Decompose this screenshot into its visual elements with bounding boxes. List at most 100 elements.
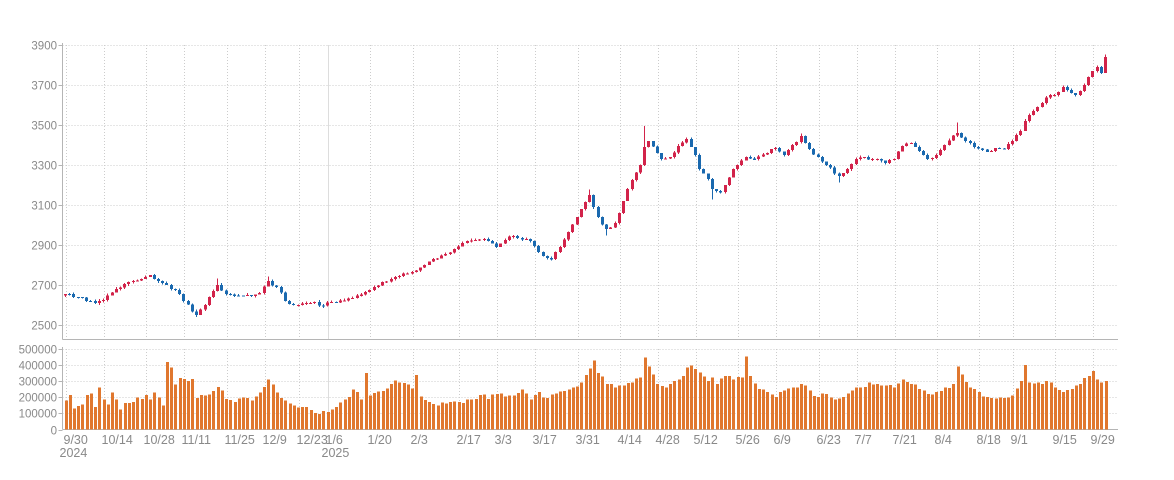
candle-up[interactable]: [559, 247, 563, 253]
volume-bar[interactable]: [513, 395, 516, 430]
candle-down[interactable]: [1074, 93, 1078, 95]
volume-bar[interactable]: [217, 386, 220, 430]
candle-up[interactable]: [398, 275, 402, 278]
volume-bar[interactable]: [136, 397, 139, 430]
volume-bar[interactable]: [246, 397, 249, 430]
candle-down[interactable]: [161, 281, 165, 283]
volume-bar[interactable]: [961, 374, 964, 430]
volume-bar[interactable]: [221, 390, 224, 430]
volume-bar[interactable]: [200, 394, 203, 430]
volume-bar[interactable]: [272, 384, 275, 430]
candle-down[interactable]: [833, 167, 837, 174]
candle-up[interactable]: [724, 185, 728, 192]
candle-up[interactable]: [1053, 94, 1057, 97]
volume-bar[interactable]: [445, 403, 448, 430]
volume-bar[interactable]: [957, 366, 960, 430]
volume-bar[interactable]: [969, 387, 972, 430]
volume-bar[interactable]: [935, 392, 938, 430]
volume-bar[interactable]: [322, 411, 325, 430]
volume-bar[interactable]: [115, 399, 118, 430]
volume-bar[interactable]: [551, 394, 554, 430]
candle-up[interactable]: [842, 173, 846, 176]
volume-bar[interactable]: [682, 376, 685, 430]
candle-up[interactable]: [347, 298, 351, 301]
volume-bar[interactable]: [394, 380, 397, 430]
candle-down[interactable]: [529, 239, 533, 242]
volume-bar[interactable]: [382, 390, 385, 430]
volume-bar[interactable]: [576, 386, 579, 430]
volume-bar[interactable]: [1092, 371, 1095, 430]
candle-up[interactable]: [1019, 131, 1023, 136]
volume-bar[interactable]: [864, 387, 867, 430]
volume-bar[interactable]: [377, 391, 380, 430]
candle-up[interactable]: [457, 246, 461, 249]
candle-up[interactable]: [736, 164, 740, 169]
volume-bar[interactable]: [754, 383, 757, 430]
candle-down[interactable]: [322, 305, 326, 307]
volume-bar[interactable]: [284, 400, 287, 430]
volume-bar[interactable]: [1083, 377, 1086, 430]
candle-up[interactable]: [567, 232, 571, 240]
candle-down[interactable]: [960, 133, 964, 138]
volume-bar[interactable]: [1028, 382, 1031, 430]
volume-bar[interactable]: [411, 388, 414, 430]
candle-up[interactable]: [618, 212, 622, 223]
candle-up[interactable]: [1096, 67, 1100, 71]
volume-bar[interactable]: [572, 387, 575, 430]
volume-bar[interactable]: [335, 406, 338, 430]
volume-bar[interactable]: [834, 399, 837, 430]
volume-bar[interactable]: [407, 384, 410, 430]
volume-bar[interactable]: [779, 391, 782, 430]
volume-bar[interactable]: [208, 394, 211, 430]
volume-bar[interactable]: [851, 390, 854, 430]
volume-bar[interactable]: [880, 385, 883, 430]
volume-bar[interactable]: [830, 397, 833, 430]
candle-down[interactable]: [719, 191, 723, 193]
volume-bar[interactable]: [238, 398, 241, 430]
candle-up[interactable]: [795, 141, 799, 145]
candle-up[interactable]: [351, 298, 355, 300]
candle-down[interactable]: [546, 256, 550, 259]
volume-bar[interactable]: [356, 392, 359, 430]
candle-down[interactable]: [280, 287, 284, 293]
volume-bar[interactable]: [546, 398, 549, 430]
volume-bar[interactable]: [1071, 388, 1074, 430]
volume-bar[interactable]: [424, 399, 427, 430]
candle-down[interactable]: [495, 243, 499, 247]
candle-up[interactable]: [423, 265, 427, 268]
candle-up[interactable]: [390, 279, 394, 282]
volume-bar[interactable]: [196, 398, 199, 430]
volume-bar[interactable]: [212, 390, 215, 430]
candle-up[interactable]: [377, 285, 381, 287]
candle-down[interactable]: [292, 303, 296, 306]
volume-bar[interactable]: [65, 400, 68, 430]
volume-bar[interactable]: [1033, 383, 1036, 430]
volume-bar[interactable]: [179, 377, 182, 430]
volume-bar[interactable]: [94, 406, 97, 430]
volume-bar[interactable]: [297, 407, 300, 430]
volume-bar[interactable]: [1066, 390, 1069, 430]
volume-bar[interactable]: [618, 385, 621, 430]
candle-up[interactable]: [740, 160, 744, 165]
volume-bar[interactable]: [420, 396, 423, 430]
volume-bar[interactable]: [174, 384, 177, 430]
volume-bar[interactable]: [589, 368, 592, 430]
volume-bar[interactable]: [479, 394, 482, 430]
volume-bar[interactable]: [923, 390, 926, 430]
volume-bar[interactable]: [293, 405, 296, 430]
candle-up[interactable]: [990, 150, 994, 153]
candle-up[interactable]: [461, 243, 465, 247]
volume-bar[interactable]: [737, 376, 740, 430]
candle-down[interactable]: [592, 195, 596, 208]
volume-bar[interactable]: [280, 398, 283, 430]
volume-bar[interactable]: [525, 393, 528, 430]
candle-up[interactable]: [449, 252, 453, 254]
volume-bar[interactable]: [119, 409, 122, 430]
candle-down[interactable]: [808, 142, 812, 149]
volume-bar[interactable]: [517, 392, 520, 430]
volume-bar[interactable]: [724, 376, 727, 430]
candle-up[interactable]: [1045, 97, 1049, 103]
volume-bar[interactable]: [263, 386, 266, 430]
candle-up[interactable]: [419, 267, 423, 271]
volume-bar[interactable]: [686, 367, 689, 430]
